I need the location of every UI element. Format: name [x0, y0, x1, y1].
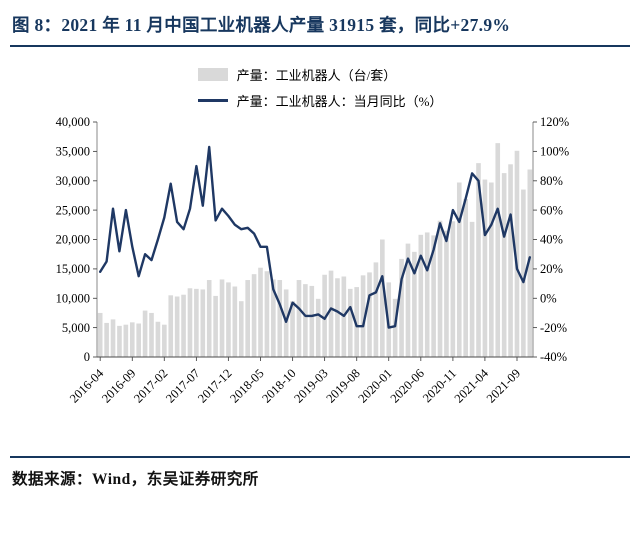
production-yoy-chart: 0 5,000 10,000 15,000 20,000 25,000 30,000 35,0… — [56, 116, 570, 406]
svg-text:10,000: 10,000 — [56, 292, 90, 306]
svg-text:2021-04: 2021-04 — [452, 366, 492, 406]
svg-text:2017-07: 2017-07 — [163, 367, 202, 406]
bar-legend-swatch — [197, 68, 228, 82]
svg-text:2016-04: 2016-04 — [67, 366, 107, 406]
legend-item-line: 产量：工业机器人：当月同比（%） — [197, 91, 443, 110]
svg-text:2020-11: 2020-11 — [420, 367, 459, 406]
svg-text:2020-01: 2020-01 — [355, 367, 394, 406]
chart-legend: 产量：工业机器人（台/套） 产量：工业机器人：当月同比（%） — [197, 65, 443, 110]
svg-text:40%: 40% — [540, 233, 563, 247]
svg-text:80%: 80% — [540, 174, 563, 188]
svg-text:2016-09: 2016-09 — [99, 367, 138, 406]
svg-text:2017-02: 2017-02 — [131, 367, 170, 406]
svg-text:2021-09: 2021-09 — [484, 367, 523, 406]
svg-text:0%: 0% — [540, 292, 557, 306]
svg-text:20,000: 20,000 — [56, 233, 90, 247]
title-divider — [10, 45, 630, 48]
svg-text:100%: 100% — [540, 145, 569, 159]
svg-text:15,000: 15,000 — [56, 262, 90, 276]
legend-item-bars: 产量：工业机器人（台/套） — [197, 65, 397, 84]
line-legend-swatch — [197, 99, 228, 103]
svg-text:2019-03: 2019-03 — [291, 367, 330, 406]
svg-text:-20%: -20% — [540, 321, 567, 335]
figure-title: 图 8：2021 年 11 月中国工业机器人产量 31915 套，同比+27.9… — [12, 15, 511, 35]
svg-text:25,000: 25,000 — [56, 204, 90, 218]
data-source: 数据来源：Wind，东吴证券研究所 — [12, 471, 259, 489]
svg-text:-40%: -40% — [540, 351, 567, 365]
svg-text:35,000: 35,000 — [56, 145, 90, 159]
svg-text:40,000: 40,000 — [56, 116, 90, 130]
svg-text:60%: 60% — [540, 204, 563, 218]
bar-legend-label: 产量：工业机器人（台/套） — [236, 68, 397, 84]
svg-text:2020-06: 2020-06 — [388, 367, 427, 406]
svg-text:20%: 20% — [540, 262, 563, 276]
svg-text:120%: 120% — [540, 116, 569, 130]
svg-text:2019-08: 2019-08 — [323, 367, 362, 406]
line-legend-label: 产量：工业机器人：当月同比（%） — [236, 94, 443, 110]
svg-text:2018-10: 2018-10 — [259, 367, 298, 406]
svg-text:0: 0 — [84, 351, 90, 365]
footer-divider — [10, 456, 630, 459]
svg-text:2017-12: 2017-12 — [195, 367, 234, 406]
svg-text:2018-05: 2018-05 — [227, 367, 266, 406]
svg-text:30,000: 30,000 — [56, 174, 90, 188]
svg-text:5,000: 5,000 — [62, 321, 90, 335]
